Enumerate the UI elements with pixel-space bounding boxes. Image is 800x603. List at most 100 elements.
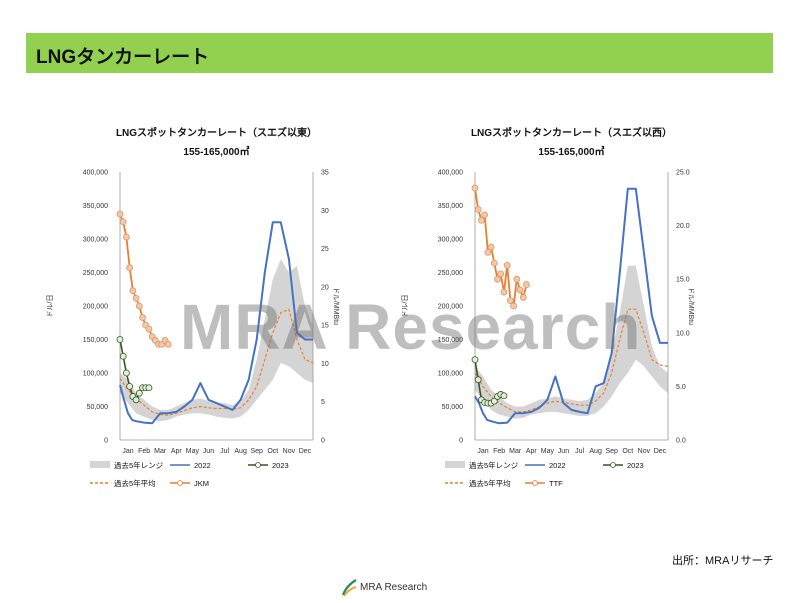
series-2022	[119, 221, 313, 425]
point-ttf	[490, 259, 498, 267]
x-tick-label: Feb	[138, 448, 150, 455]
chart-suez-east-svg: LNGスポットタンカーレート（スエズ以東） 155-165,000㎥ 0 50,000…	[46, 126, 339, 488]
x-tick-label: May	[186, 448, 200, 455]
point-ttf	[487, 243, 495, 251]
series-5yr-average	[119, 308, 314, 416]
range-band	[120, 259, 313, 422]
point-2023	[471, 356, 479, 364]
y-tick-label: 150,000	[83, 337, 108, 344]
point-2023	[123, 369, 130, 377]
point-jkm	[132, 294, 140, 302]
legend-range-label: 過去5年レンジ	[469, 460, 519, 470]
y2-tick-label: 20	[321, 284, 329, 291]
chart-suez-east: LNGスポットタンカーレート（スエズ以東） 155-165,000㎥ 0 50,000…	[38, 120, 413, 500]
y2-axis-title: ドル/MMBtu	[332, 287, 339, 325]
x-tick-label: Dec	[654, 448, 667, 455]
legend-2022-label: 2022	[549, 461, 566, 470]
point-jkm	[135, 302, 143, 310]
point-2023	[135, 389, 143, 397]
point-2023	[116, 336, 124, 343]
point-ttf	[497, 270, 505, 278]
y-axis-title: ドル/日	[46, 295, 54, 318]
x-tick-label: Aug	[234, 448, 247, 455]
x-tick-label: Nov	[638, 448, 651, 455]
y-axis-title: ドル/日	[401, 295, 409, 318]
x-tick-label: Apr	[171, 448, 183, 455]
x-tick-label: Mar	[509, 448, 522, 455]
x-tick-label: Apr	[526, 448, 538, 455]
point-ttf	[484, 248, 492, 256]
point-2023	[126, 382, 134, 390]
legend-jkm-marker	[177, 480, 183, 486]
point-jkm	[164, 340, 172, 348]
point-ttf	[471, 184, 479, 192]
legend-5yr-average-label: 過去5年平均	[469, 478, 511, 488]
y2-tick-label: 25.0	[676, 170, 690, 177]
legend-range-swatch	[90, 461, 110, 468]
point-jkm	[145, 325, 153, 333]
x-tick-label: Oct	[622, 448, 633, 455]
point-2023	[145, 384, 153, 392]
point-jkm	[119, 218, 127, 226]
point-ttf	[503, 261, 511, 269]
legend-2022-label: 2022	[194, 461, 211, 470]
y2-tick-label: 15.0	[676, 277, 690, 284]
point-ttf	[474, 206, 482, 213]
chart-subtitle: 155-165,000㎥	[183, 145, 249, 158]
x-tick-label: Sep	[605, 448, 618, 455]
point-ttf	[513, 275, 521, 283]
y-tick-label: 0	[459, 438, 463, 445]
x-tick-label: May	[541, 448, 555, 455]
y2-tick-label: 0.0	[676, 438, 686, 445]
y-tick-label: 100,000	[438, 371, 463, 378]
x-tick-label: Mar	[154, 448, 167, 455]
source-note: 出所：MRAリサーチ	[672, 555, 774, 567]
point-ttf	[481, 211, 489, 219]
legend-jkm-label: JKM	[194, 479, 209, 488]
legend-ttf-marker	[532, 480, 538, 486]
page-title: LNGタンカーレート	[36, 47, 210, 68]
y-tick-label: 350,000	[83, 203, 108, 210]
point-ttf	[523, 281, 530, 288]
y-tick-label: 250,000	[438, 270, 463, 277]
x-tick-label: Sep	[250, 448, 263, 455]
point-ttf	[516, 286, 524, 294]
point-ttf	[519, 294, 527, 301]
y2-tick-label: 35	[321, 170, 329, 177]
x-tick-label: Dec	[299, 448, 312, 455]
footer-logo: MRA Research	[340, 578, 427, 598]
x-tick-label: Jul	[220, 448, 229, 455]
legend-5yr-average-label: 過去5年平均	[114, 478, 156, 488]
point-2023	[119, 352, 127, 360]
x-tick-label: Oct	[267, 448, 278, 455]
x-tick-label: Jun	[558, 448, 569, 455]
y2-tick-label: 20.0	[676, 223, 690, 230]
y2-tick-label: 30	[321, 208, 329, 215]
y-tick-label: 350,000	[438, 203, 463, 210]
point-ttf	[494, 275, 501, 283]
point-2023	[500, 392, 508, 400]
point-ttf	[478, 216, 485, 224]
point-ttf	[510, 302, 517, 310]
y-tick-label: 400,000	[83, 170, 108, 177]
point-jkm	[123, 233, 130, 241]
point-ttf	[506, 297, 514, 305]
range-band	[475, 265, 668, 419]
y2-axis-title: ドル/MMBtu	[687, 287, 694, 325]
chart-title: LNGスポットタンカーレート（スエズ以西）	[471, 126, 672, 139]
y-tick-label: 0	[104, 438, 108, 445]
legend-range-swatch	[445, 461, 465, 468]
legend-ttf-label: TTF	[549, 479, 563, 488]
legend-range-label: 過去5年レンジ	[114, 460, 164, 470]
point-jkm	[139, 314, 146, 321]
y2-tick-label: 5.0	[676, 384, 686, 391]
x-tick-label: Jul	[575, 448, 584, 455]
point-2023	[474, 376, 482, 384]
watermark: MRA Research	[180, 291, 642, 363]
y2-tick-label: 0	[321, 438, 325, 445]
y-tick-label: 300,000	[438, 237, 463, 244]
y-tick-label: 400,000	[438, 170, 463, 177]
x-tick-label: Jan	[122, 448, 133, 455]
x-tick-label: Jun	[203, 448, 214, 455]
legend-2023-label: 2023	[627, 461, 644, 470]
